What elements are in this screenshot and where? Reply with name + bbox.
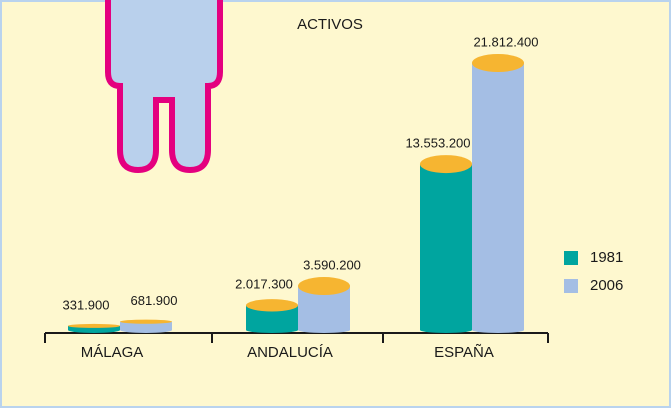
bar-top xyxy=(298,277,350,296)
value-label: 331.900 xyxy=(63,297,110,312)
value-label: 681.900 xyxy=(131,293,178,308)
legend-swatch xyxy=(564,251,578,265)
bar-top xyxy=(472,54,524,72)
value-label: 2.017.300 xyxy=(235,277,293,292)
bar xyxy=(68,325,120,333)
bar-top xyxy=(120,319,172,324)
x-tick-label: MÁLAGA xyxy=(81,344,144,361)
legend-swatch xyxy=(564,279,578,293)
bar xyxy=(246,305,298,333)
bar-top xyxy=(246,299,298,312)
x-tick-label: ANDALUCÍA xyxy=(247,344,333,361)
chart-title: ACTIVOS xyxy=(297,16,363,33)
bar xyxy=(120,321,172,333)
value-label: 13.553.200 xyxy=(405,136,470,151)
person-icon xyxy=(105,0,223,174)
bar xyxy=(472,63,524,333)
value-label: 3.590.200 xyxy=(303,257,361,272)
value-label: 21.812.400 xyxy=(473,34,538,49)
x-tick-label: ESPAÑA xyxy=(434,344,494,361)
legend-label: 2006 xyxy=(590,277,623,294)
bar-top xyxy=(420,155,472,174)
bar xyxy=(420,164,472,333)
legend-label: 1981 xyxy=(590,249,623,266)
bar-top xyxy=(68,323,120,328)
bar xyxy=(298,286,350,333)
